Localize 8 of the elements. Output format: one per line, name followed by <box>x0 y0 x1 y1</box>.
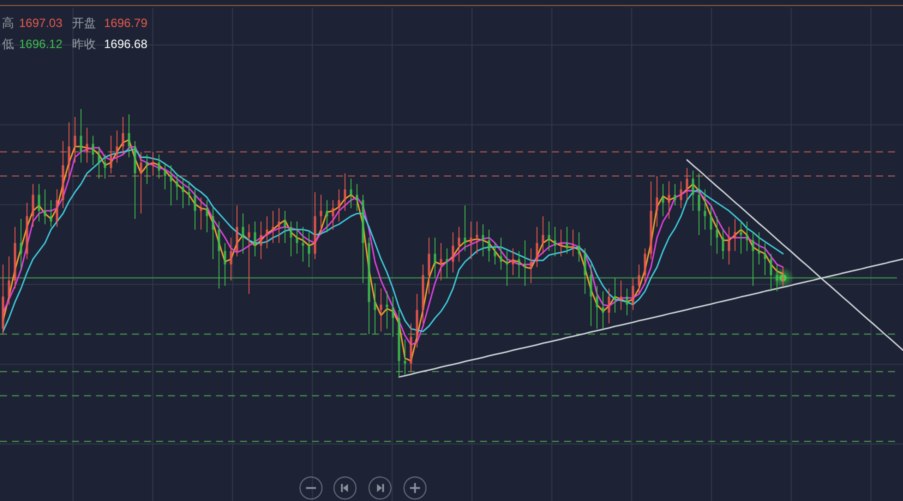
annotation: 低 <box>2 37 14 51</box>
annotation: 1696.12 <box>19 37 62 51</box>
annotation: 1697.03 <box>19 16 62 30</box>
annotation: 1696.79 <box>104 16 148 30</box>
annotation: 高 <box>2 16 14 30</box>
annotation: 1696.68 <box>104 37 148 51</box>
annotation: 开盘 <box>72 16 96 30</box>
annotation: 昨收 <box>72 37 96 51</box>
